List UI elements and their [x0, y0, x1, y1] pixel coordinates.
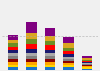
Bar — [63, 63, 74, 65]
Bar — [8, 56, 18, 59]
Bar — [45, 56, 55, 59]
Bar — [45, 65, 55, 67]
Bar — [63, 54, 74, 57]
Bar — [63, 51, 74, 54]
Bar — [45, 62, 55, 65]
Bar — [82, 56, 92, 58]
Bar — [82, 64, 92, 65]
Bar — [63, 67, 74, 70]
Bar — [82, 62, 92, 63]
Bar — [8, 62, 18, 65]
Bar — [26, 62, 37, 65]
Bar — [8, 67, 18, 70]
Bar — [8, 40, 18, 43]
Bar — [82, 61, 92, 62]
Bar — [82, 60, 92, 61]
Bar — [26, 65, 37, 67]
Bar — [63, 57, 74, 59]
Bar — [82, 69, 92, 70]
Bar — [45, 28, 55, 36]
Bar — [26, 56, 37, 59]
Bar — [82, 58, 92, 60]
Bar — [63, 43, 74, 48]
Bar — [8, 65, 18, 67]
Bar — [82, 65, 92, 66]
Bar — [63, 59, 74, 61]
Bar — [26, 33, 37, 39]
Bar — [26, 44, 37, 49]
Bar — [82, 66, 92, 67]
Bar — [26, 39, 37, 44]
Bar — [26, 67, 37, 70]
Bar — [63, 37, 74, 43]
Bar — [26, 22, 37, 33]
Bar — [45, 67, 55, 70]
Bar — [45, 50, 55, 53]
Bar — [45, 53, 55, 56]
Bar — [63, 61, 74, 63]
Bar — [26, 49, 37, 53]
Bar — [45, 45, 55, 50]
Bar — [8, 53, 18, 56]
Bar — [63, 48, 74, 51]
Bar — [82, 67, 92, 69]
Bar — [26, 59, 37, 62]
Bar — [45, 41, 55, 45]
Bar — [45, 59, 55, 62]
Bar — [8, 47, 18, 50]
Bar — [45, 36, 55, 41]
Bar — [82, 63, 92, 64]
Bar — [8, 35, 18, 40]
Bar — [8, 59, 18, 62]
Bar — [63, 65, 74, 67]
Bar — [8, 43, 18, 47]
Bar — [8, 50, 18, 53]
Bar — [26, 53, 37, 56]
